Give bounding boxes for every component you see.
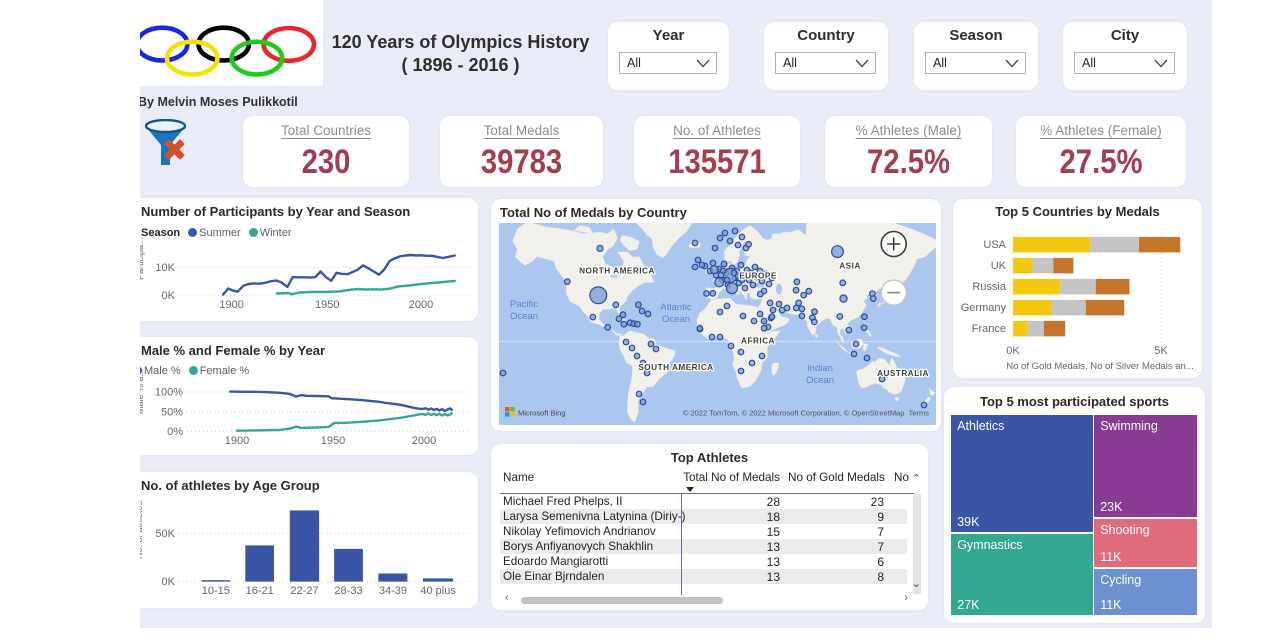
svg-text:5K: 5K [1154,345,1168,357]
svg-text:10K: 10K [155,262,175,274]
svg-text:Ocean: Ocean [510,311,538,322]
svg-text:1900: 1900 [225,435,249,447]
svg-text:Russia: Russia [972,281,1007,293]
svg-text:ASIA: ASIA [839,262,861,271]
svg-text:1950: 1950 [321,435,345,447]
svg-text:NORTH AMERICA: NORTH AMERICA [579,267,655,276]
svg-text:No. of athletes: No. of athletes [140,500,144,559]
svg-text:Ocean: Ocean [806,375,834,386]
svg-text:2000: 2000 [409,299,433,311]
svg-text:40 plus: 40 plus [420,585,456,597]
svg-text:1950: 1950 [315,299,339,311]
svg-text:EUROPE: EUROPE [739,272,777,281]
svg-text:0K: 0K [1006,345,1020,357]
svg-text:34-39: 34-39 [379,585,407,597]
svg-text:0K: 0K [162,290,176,302]
svg-text:Participa...: Participa... [140,237,145,280]
svg-text:22-27: 22-27 [290,585,318,597]
svg-text:Male % a...: Male % a... [140,369,145,414]
svg-text:AUSTRALIA: AUSTRALIA [877,369,929,378]
svg-text:UK: UK [991,260,1007,272]
svg-text:Pacific: Pacific [510,299,538,310]
svg-text:2000: 2000 [412,435,436,447]
svg-text:16-21: 16-21 [246,585,274,597]
svg-text:Germany: Germany [961,302,1007,314]
svg-text:© 2022 TomTom, © 2022 Microsof: © 2022 TomTom, © 2022 Microsoft Corporat… [683,409,929,418]
svg-text:1900: 1900 [219,299,243,311]
svg-text:Atlantic: Atlantic [660,302,691,313]
svg-text:No of Gold Medals, No of Silve: No of Gold Medals, No of Silver Medals a… [1006,361,1193,372]
svg-text:100%: 100% [155,387,183,399]
svg-text:0%: 0% [167,426,183,438]
svg-text:50K: 50K [155,528,175,540]
svg-text:Microsoft Bing: Microsoft Bing [518,409,566,418]
svg-text:France: France [972,323,1006,335]
svg-text:0K: 0K [162,576,176,588]
svg-text:Indian: Indian [807,363,833,374]
svg-text:28-33: 28-33 [334,585,362,597]
svg-text:10-15: 10-15 [202,585,230,597]
svg-text:Ocean: Ocean [662,314,690,325]
svg-text:50%: 50% [161,407,183,419]
svg-text:USA: USA [983,239,1006,251]
svg-text:AFRICA: AFRICA [741,337,775,346]
svg-text:SOUTH AMERICA: SOUTH AMERICA [638,363,713,372]
